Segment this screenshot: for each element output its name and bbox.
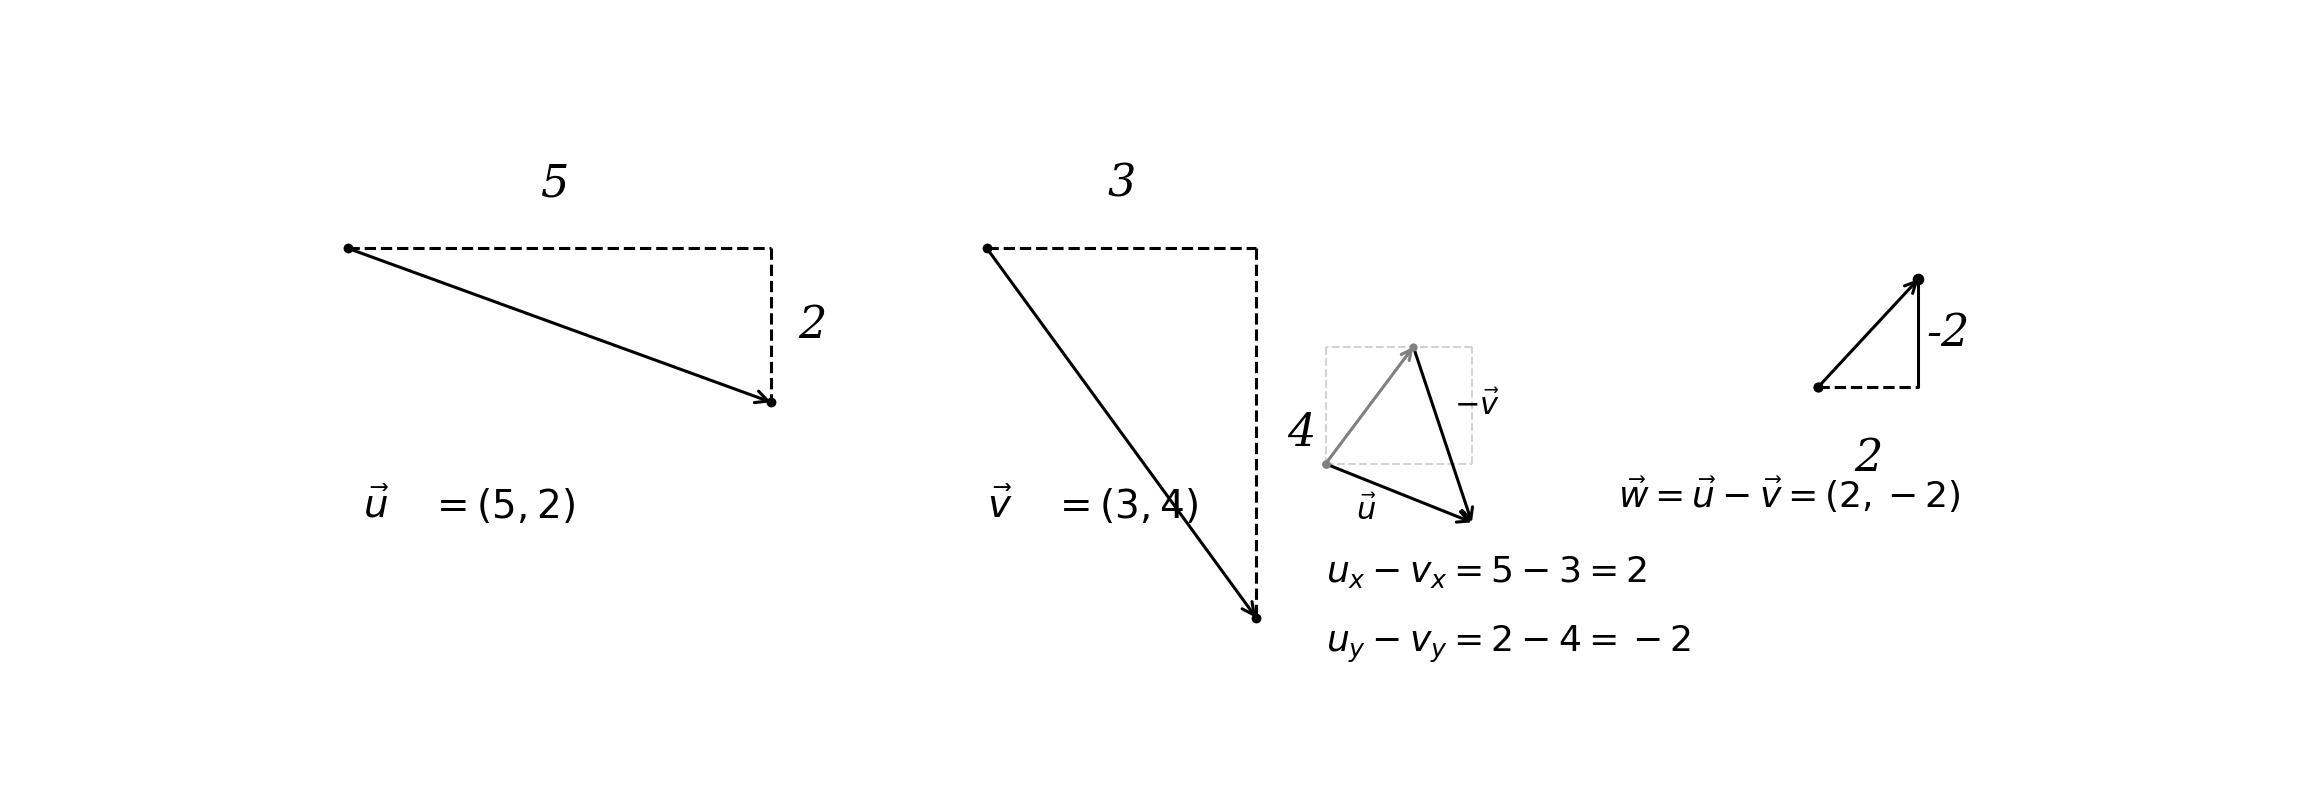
Text: $\vec{v}$: $\vec{v}$ (986, 488, 1011, 526)
Text: $\vec{w} = \vec{u} - \vec{v} = (2, -2)$: $\vec{w} = \vec{u} - \vec{v} = (2, -2)$ (1617, 474, 1961, 515)
Point (1237, 611, 1274, 624)
Text: -2: -2 (1926, 311, 1970, 354)
Point (1799, 381, 1836, 393)
Text: $\vec{u}$: $\vec{u}$ (364, 488, 389, 526)
Text: 2: 2 (1855, 437, 1882, 480)
Text: 5: 5 (541, 163, 569, 206)
Point (1394, 341, 1431, 354)
Text: $= (3, 4)$: $= (3, 4)$ (1053, 487, 1198, 526)
Text: 2: 2 (797, 303, 827, 347)
Text: $= (5, 2)$: $= (5, 2)$ (429, 487, 574, 526)
Text: $-\vec{v}$: $-\vec{v}$ (1454, 391, 1500, 422)
Point (1306, 457, 1343, 470)
Text: 3: 3 (1108, 163, 1136, 206)
Text: 4: 4 (1288, 412, 1316, 455)
Point (329, 242, 366, 255)
Text: $u_y - v_y = 2 - 4 = -2$: $u_y - v_y = 2 - 4 = -2$ (1325, 624, 1691, 666)
Point (753, 396, 790, 409)
Text: $u_x - v_x = 5 - 3 = 2$: $u_x - v_x = 5 - 3 = 2$ (1325, 554, 1647, 590)
Point (1901, 273, 1938, 286)
Text: $\vec{u}$: $\vec{u}$ (1357, 496, 1378, 527)
Point (968, 242, 1005, 255)
